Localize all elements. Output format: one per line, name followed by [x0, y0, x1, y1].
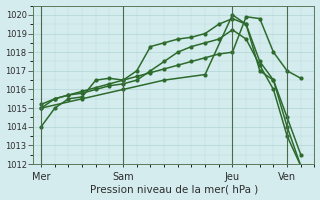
X-axis label: Pression niveau de la mer( hPa ): Pression niveau de la mer( hPa )	[90, 184, 258, 194]
